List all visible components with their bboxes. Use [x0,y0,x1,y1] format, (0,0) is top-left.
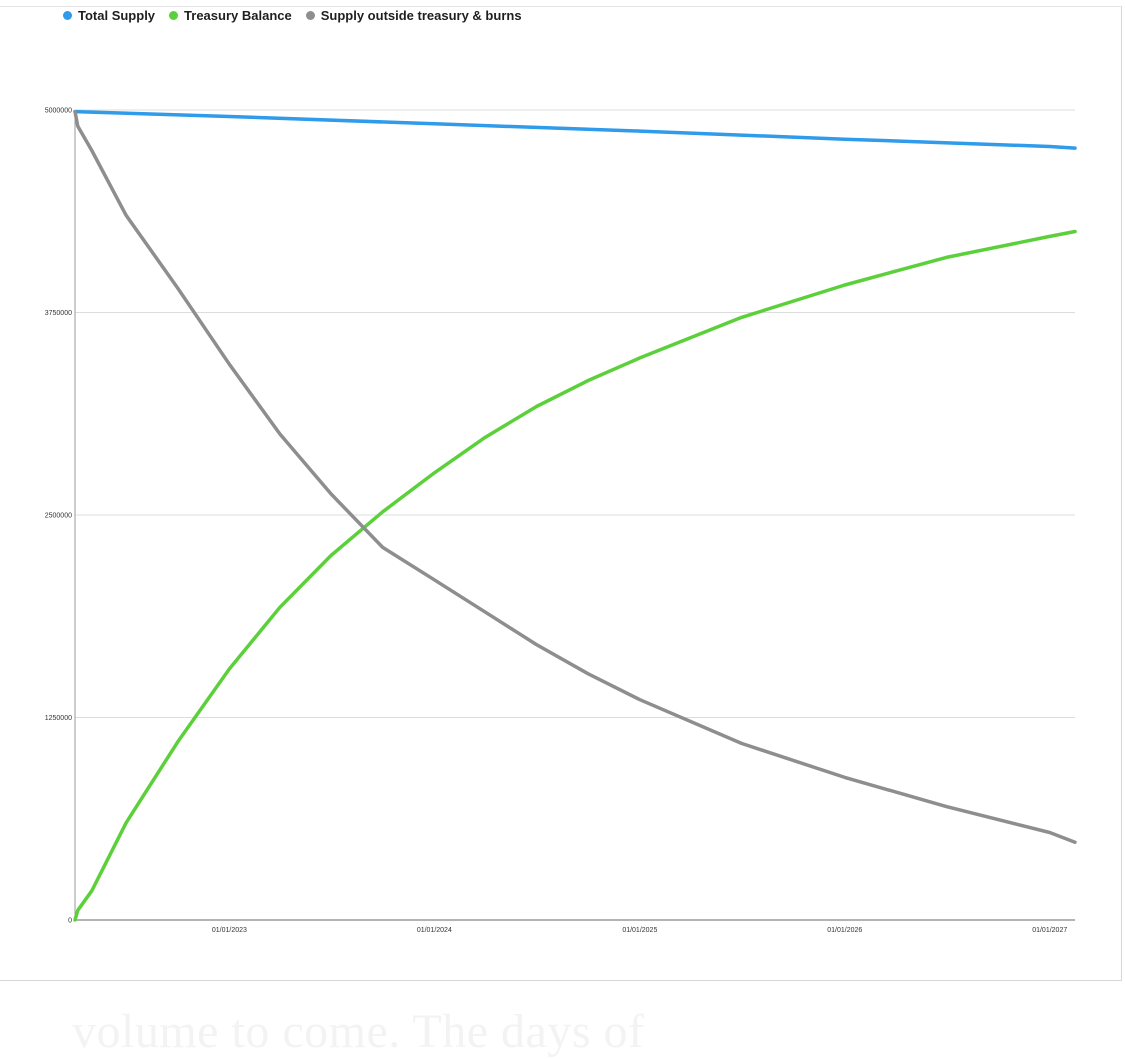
line-chart: 0 1250000 2500000 3750000 5000000 01/01/2023 0… [45,108,1077,934]
chart-frame [0,6,1122,981]
series-line-supply-outside-treasury-burns [73,109,1077,844]
x-tick-label-2026: 01/01/2026 [827,927,862,934]
y-tick-label-3750000: 3750000 [45,310,72,317]
y-tick-label-5000000: 5000000 [45,108,72,115]
legend-marker-treasury-balance [169,11,179,20]
y-tick-label-0: 0 [68,918,72,925]
x-tick-label-2023: 01/01/2023 [212,927,247,934]
x-tick-label-2024: 01/01/2024 [417,927,452,934]
legend-marker-supply-outside [305,11,315,20]
series-line-treasury-balance [73,229,1077,922]
y-tick-label-2500000: 2500000 [45,513,72,520]
y-tick-label-1250000: 1250000 [45,715,72,722]
legend-label-total-supply: Total Supply [78,8,156,23]
overlay-article-text: volume to come. The days of [72,1005,645,1058]
series-line-total-supply [73,109,1077,150]
legend-item-total-supply: Total Supply [63,8,155,23]
x-tick-label-2027: 01/01/2027 [1032,927,1067,934]
x-tick-label-2025: 01/01/2025 [622,927,657,934]
legend-marker-total-supply [63,11,72,20]
legend-item-treasury-balance: Treasury Balance [169,8,292,23]
legend-label-supply-outside: Supply outside treasury & burns [320,8,522,23]
chart-legend: Total Supply Treasury Balance Supply out… [63,8,522,23]
legend-label-treasury-balance: Treasury Balance [184,8,292,23]
legend-item-supply-outside: Supply outside treasury & burns [305,8,522,23]
